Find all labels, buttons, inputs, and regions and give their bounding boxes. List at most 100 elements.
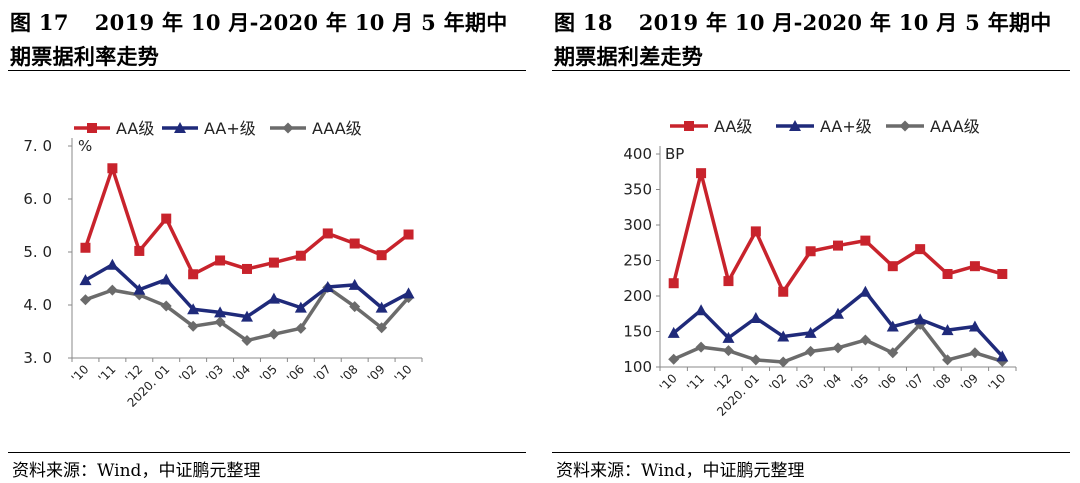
legend-marker: [87, 123, 97, 133]
data-point: [777, 356, 789, 368]
legend-marker: [899, 120, 911, 132]
y-tick-label: 400: [623, 145, 652, 163]
legend-marker: [282, 122, 294, 134]
legend-marker: [684, 121, 694, 131]
data-point: [750, 226, 761, 237]
x-tick-label: '07: [903, 371, 926, 394]
data-point: [376, 322, 388, 334]
data-point: [268, 257, 279, 268]
data-point: [860, 235, 871, 246]
x-tick-label: '06: [284, 362, 307, 385]
data-point: [133, 283, 146, 295]
data-point: [696, 168, 707, 179]
figure-18-top-rule: [552, 70, 1070, 71]
data-point: [914, 313, 927, 325]
data-point: [295, 322, 307, 334]
legend-label: AAA级: [930, 117, 980, 136]
data-point: [403, 229, 414, 240]
figure-17-title-text: 2019 年 10 月-2020 年 10 月 5 年期中期票据利率走势: [10, 10, 508, 69]
data-point: [214, 306, 227, 318]
y-tick-label: 5. 0: [23, 243, 52, 261]
data-point: [80, 242, 91, 253]
data-point: [777, 330, 790, 342]
data-point: [188, 269, 199, 280]
x-tick-label: '10: [392, 362, 415, 385]
legend-marker: [789, 120, 801, 131]
legend-label: AAA级: [312, 119, 362, 138]
x-tick-label: '04: [230, 362, 253, 385]
y-tick-label: 4. 0: [23, 296, 52, 314]
figure-18-title-text: 2019 年 10 月-2020 年 10 月 5 年期中期票据利差走势: [554, 10, 1052, 69]
figure-17-top-rule: [8, 70, 526, 71]
legend-label: AA+级: [204, 119, 256, 138]
figure-17-panel: 图 17 2019 年 10 月-2020 年 10 月 5 年期中期票据利率走势…: [8, 0, 528, 483]
data-point: [349, 301, 361, 313]
y-tick-label: 150: [623, 323, 652, 341]
x-tick-label: '07: [311, 362, 334, 385]
x-tick-label: '08: [931, 371, 954, 394]
data-point: [349, 238, 360, 249]
figure-17-source: 资料来源：Wind，中证鹏元整理: [12, 461, 261, 481]
legend-marker: [174, 122, 186, 133]
data-point: [106, 258, 119, 270]
figure-17-bottom-rule: [8, 452, 526, 453]
series-line: [83, 166, 410, 277]
data-point: [969, 347, 981, 359]
data-point: [79, 274, 92, 286]
x-tick-label: '10: [985, 371, 1008, 394]
data-point: [107, 163, 118, 174]
x-tick-label: '08: [338, 362, 361, 385]
data-point: [886, 320, 899, 332]
data-point: [749, 312, 762, 324]
data-point: [668, 278, 679, 289]
figure-17-label: 图 17: [10, 10, 69, 35]
data-point: [79, 294, 91, 306]
y-tick-label: 100: [623, 358, 652, 376]
y-tick-label: 6. 0: [23, 190, 52, 208]
x-tick-label: '10: [657, 371, 680, 394]
x-tick-label: '06: [876, 371, 899, 394]
figure-18-bottom-rule: [552, 452, 1070, 453]
data-point: [402, 287, 415, 299]
data-point: [942, 268, 953, 279]
y-tick-label: 200: [623, 287, 652, 305]
data-point: [322, 228, 333, 239]
data-point: [832, 307, 844, 319]
data-point: [915, 244, 926, 255]
data-point: [160, 273, 173, 285]
data-point: [695, 304, 708, 316]
data-point: [805, 246, 816, 257]
data-point: [833, 240, 843, 251]
x-tick-label: '05: [848, 371, 871, 394]
x-tick-label: '09: [958, 371, 981, 394]
figure-18-label: 图 18: [554, 10, 613, 35]
data-point: [321, 280, 334, 292]
data-point: [294, 301, 307, 313]
x-tick-label: '10: [69, 362, 92, 385]
y-unit-label: %: [78, 137, 92, 155]
figure-18-panel: 图 18 2019 年 10 月-2020 年 10 月 5 年期中期票据利差走势…: [552, 0, 1072, 483]
data-point: [348, 278, 361, 290]
data-point: [242, 263, 252, 274]
x-tick-label: '11: [684, 371, 707, 394]
figure-17-title: 图 17 2019 年 10 月-2020 年 10 月 5 年期中期票据利率走势: [10, 6, 525, 74]
data-point: [859, 285, 872, 297]
data-point: [722, 345, 734, 357]
data-point: [997, 268, 1008, 279]
data-point: [804, 326, 817, 338]
data-point: [942, 354, 954, 366]
y-tick-label: 300: [623, 216, 652, 234]
data-point: [375, 301, 388, 313]
legend-label: AA级: [116, 119, 154, 138]
y-tick-label: 250: [623, 252, 652, 270]
data-point: [969, 261, 980, 272]
data-point: [215, 255, 226, 266]
data-point: [295, 250, 306, 261]
data-point: [887, 347, 899, 359]
figure-18-source: 资料来源：Wind，中证鹏元整理: [556, 461, 805, 481]
figure-18-title: 图 18 2019 年 10 月-2020 年 10 月 5 年期中期票据利差走势: [554, 6, 1069, 74]
data-point: [161, 213, 172, 224]
data-point: [187, 320, 199, 332]
